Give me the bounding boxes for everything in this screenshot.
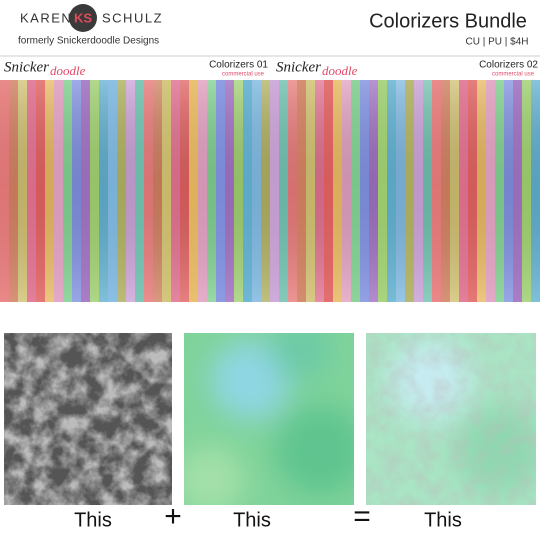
- stripe-shade: [432, 80, 442, 302]
- stripe-shade: [315, 80, 325, 302]
- stripe-shade: [351, 80, 361, 302]
- stripe-shade: [270, 80, 280, 302]
- paper-stripes: [0, 80, 540, 302]
- stripe-shade: [396, 80, 406, 302]
- stripe-shade: [27, 80, 37, 302]
- product-note: commercial use: [492, 72, 535, 78]
- title: Colorizers Bundle: [369, 10, 527, 32]
- stripe-shade: [486, 80, 496, 302]
- stripe-shade: [495, 80, 505, 302]
- stripe-shade: [522, 80, 532, 302]
- logo-part: doodle: [50, 63, 86, 78]
- stripe-shade: [117, 80, 127, 302]
- stripe-shade: [342, 80, 352, 302]
- equation-term: This: [424, 509, 462, 531]
- stripe-shade: [288, 80, 298, 302]
- stripe-shade: [90, 80, 100, 302]
- stripe-shade: [99, 80, 109, 302]
- logo-part: Snicker: [276, 59, 321, 75]
- stripe-shade: [18, 80, 28, 302]
- tagline: formerly Snickerdoodle Designs: [18, 36, 159, 47]
- stripe-shade: [477, 80, 487, 302]
- product-name: Colorizers 01: [209, 60, 268, 71]
- result-image: [366, 333, 536, 505]
- stripe-shade: [9, 80, 19, 302]
- brand-right: SCHULZ: [102, 10, 163, 25]
- stripe-shade: [369, 80, 379, 302]
- stripe-shade: [378, 80, 388, 302]
- brand-left: KAREN: [20, 10, 72, 25]
- subtitle: CU | PU | $4H: [466, 37, 529, 48]
- stripe-shade: [81, 80, 91, 302]
- equation-operator: +: [164, 500, 182, 533]
- stripe-shade: [234, 80, 244, 302]
- stripe-shade: [144, 80, 154, 302]
- stripe-shade: [72, 80, 82, 302]
- stripe-shade: [63, 80, 73, 302]
- stripe-shade: [387, 80, 397, 302]
- texture-overlay: [4, 333, 172, 505]
- stripe-shade: [333, 80, 343, 302]
- stripe-shade: [171, 80, 181, 302]
- product-note: commercial use: [222, 72, 265, 78]
- stripe-shade: [108, 80, 118, 302]
- equation-term: This: [233, 509, 271, 531]
- stripe-shade: [153, 80, 163, 302]
- stripe-shade: [423, 80, 433, 302]
- stripe-shade: [450, 80, 460, 302]
- stripe-shade: [279, 80, 289, 302]
- stripe-shade: [261, 80, 271, 302]
- stripe-shade: [189, 80, 199, 302]
- stripe-shade: [513, 80, 523, 302]
- stripe-shade: [36, 80, 46, 302]
- stripe-shade: [54, 80, 64, 302]
- colorizer-image: [184, 333, 354, 505]
- stripe-shade: [414, 80, 424, 302]
- stripe-shade: [324, 80, 334, 302]
- equation-operator: =: [353, 500, 371, 533]
- stripe-shade: [459, 80, 469, 302]
- stripe-shade: [45, 80, 55, 302]
- stripe-shade: [225, 80, 235, 302]
- stripe-shade: [297, 80, 307, 302]
- stripe-shade: [504, 80, 514, 302]
- product-name: Colorizers 02: [479, 60, 538, 71]
- stripe-shade: [441, 80, 451, 302]
- stripe-shade: [216, 80, 226, 302]
- stripe-shade: [531, 80, 540, 302]
- stripe-shade: [0, 80, 10, 302]
- stripe-shade: [207, 80, 217, 302]
- stripe-shade: [180, 80, 190, 302]
- brand-mono: KS: [74, 10, 92, 25]
- stripe-shade: [162, 80, 172, 302]
- logo-part: doodle: [322, 63, 358, 78]
- stripe-shade: [252, 80, 262, 302]
- stripe-shade: [306, 80, 316, 302]
- stripe-shade: [360, 80, 370, 302]
- stripe-shade: [198, 80, 208, 302]
- stripe-shade: [243, 80, 253, 302]
- logo-part: Snicker: [4, 59, 49, 75]
- equation-term: This: [74, 509, 112, 531]
- stripe-shade: [126, 80, 136, 302]
- stripe-shade: [468, 80, 478, 302]
- stripe-shade: [405, 80, 415, 302]
- brand-circle: [69, 4, 97, 32]
- stripe-shade: [135, 80, 145, 302]
